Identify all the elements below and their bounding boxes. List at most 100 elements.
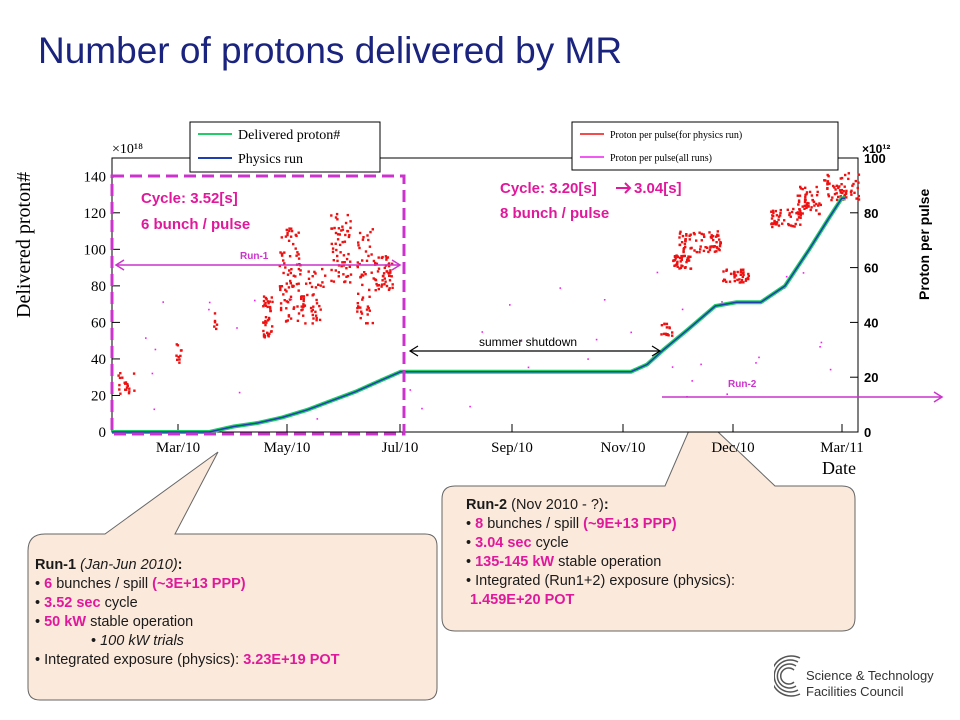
- run1-title: Run-1: [35, 557, 77, 573]
- ppp-point: [695, 239, 698, 242]
- ppp-point: [332, 280, 336, 283]
- ppp-point: [700, 232, 703, 236]
- ppp-point: [387, 272, 390, 275]
- ppp-point: [312, 305, 315, 308]
- ppp-all-point: [755, 362, 757, 364]
- run2-label: Run-2: [728, 379, 757, 390]
- ppp-point: [288, 255, 292, 258]
- ppp-point: [264, 304, 268, 307]
- ppp-point: [668, 326, 671, 329]
- ppp-point: [676, 255, 679, 258]
- run1-exposure-value: 3.23E+19 POT: [243, 652, 340, 668]
- ppp-all-point: [208, 308, 210, 311]
- left-exponent: ×10¹⁸: [112, 142, 143, 157]
- ppp-point: [672, 259, 675, 263]
- ppp-point: [348, 234, 351, 237]
- ppp-point: [707, 250, 710, 254]
- ppp-point: [689, 267, 693, 270]
- ppp-all-point: [145, 337, 147, 339]
- ppp-point: [847, 177, 850, 181]
- ppp-point: [125, 386, 129, 389]
- ppp-point: [811, 199, 814, 202]
- ppp-all-point: [820, 341, 823, 344]
- run1-exposure-text: Integrated exposure (physics):: [44, 652, 240, 668]
- ppp-point: [381, 255, 384, 259]
- ppp-point: [665, 322, 669, 326]
- ppp-point: [356, 264, 359, 267]
- ppp-point: [302, 304, 306, 307]
- ppp-point: [336, 259, 339, 263]
- ppp-point: [713, 250, 717, 253]
- ppp-point: [213, 312, 217, 315]
- ppp-point: [344, 221, 348, 225]
- ppp-all-point: [527, 366, 530, 369]
- arrow-right-icon: [616, 182, 632, 194]
- ppp-point: [688, 238, 691, 241]
- left-tick-label: 0: [99, 425, 107, 441]
- ppp-point: [263, 303, 266, 306]
- ppp-point: [280, 236, 283, 239]
- ppp-point: [302, 295, 306, 298]
- ppp-point: [369, 230, 372, 234]
- ppp-point: [290, 229, 294, 233]
- ppp-point: [383, 266, 386, 270]
- ppp-point: [845, 196, 848, 199]
- ppp-point: [775, 223, 778, 226]
- left-tick-label: 20: [91, 388, 106, 404]
- ppp-point: [311, 294, 314, 297]
- ppp-point: [318, 304, 321, 308]
- run1-range-arrow: [114, 259, 402, 271]
- run2-callout-bubble: [441, 411, 856, 632]
- ppp-all-point: [151, 372, 154, 375]
- ppp-all-point: [681, 308, 684, 311]
- ppp-point: [790, 210, 794, 214]
- ppp-point: [797, 203, 800, 206]
- ppp-point: [361, 298, 364, 301]
- ppp-point: [826, 181, 829, 185]
- ppp-point: [126, 384, 129, 387]
- ppp-point: [797, 216, 801, 219]
- ppp-point: [678, 267, 681, 270]
- ppp-point: [297, 257, 301, 260]
- run1-colon: :: [177, 557, 183, 573]
- ppp-point: [338, 243, 342, 247]
- ppp-point: [796, 218, 799, 221]
- left-tick-label: 80: [91, 279, 106, 295]
- run2-callout: Run-2 (Nov 2010 - ?): • 8 bunches / spil…: [466, 497, 736, 608]
- ppp-point: [837, 186, 840, 190]
- ppp-point: [671, 334, 674, 337]
- ppp-point: [854, 179, 857, 183]
- ppp-point: [315, 302, 319, 305]
- ppp-point: [683, 266, 687, 269]
- ppp-point: [330, 242, 333, 246]
- ppp-point: [699, 248, 702, 251]
- ppp-point: [725, 268, 728, 271]
- ppp-point: [313, 270, 316, 274]
- ppp-point: [663, 322, 666, 325]
- ppp-point: [121, 376, 124, 379]
- ppp-point: [815, 185, 818, 189]
- ppp-point: [733, 276, 736, 279]
- ppp-point: [357, 305, 360, 308]
- ppp-point: [341, 261, 344, 264]
- ppp-point: [310, 285, 314, 289]
- ppp-point: [359, 306, 362, 309]
- ppp-point: [853, 191, 856, 194]
- ppp-point: [307, 270, 310, 273]
- ppp-point: [315, 317, 318, 320]
- ppp-point: [333, 226, 336, 230]
- ppp-point: [835, 198, 839, 201]
- ppp-point: [665, 326, 669, 329]
- ppp-all-point: [409, 389, 412, 391]
- ppp-point: [831, 196, 834, 199]
- ppp-point: [312, 317, 315, 320]
- ppp-point: [175, 354, 178, 357]
- ppp-point: [346, 274, 350, 278]
- left-tick-label: 100: [84, 242, 107, 258]
- ppp-point: [340, 265, 343, 268]
- ppp-point: [304, 322, 307, 325]
- ppp-point: [119, 372, 122, 375]
- run2-power-value: 135-145 kW: [475, 554, 555, 570]
- ppp-point: [850, 193, 853, 196]
- ppp-point: [262, 295, 266, 298]
